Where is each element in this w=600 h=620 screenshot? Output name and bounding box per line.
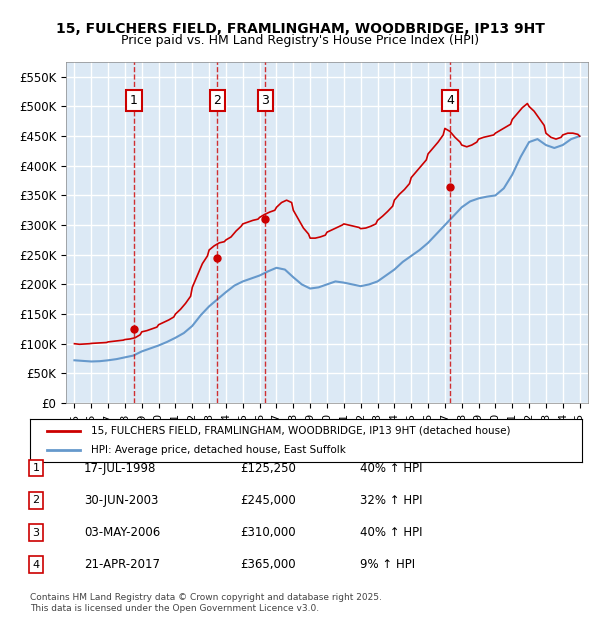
Text: £125,250: £125,250 <box>240 462 296 474</box>
Text: 32% ↑ HPI: 32% ↑ HPI <box>360 494 422 507</box>
Text: 21-APR-2017: 21-APR-2017 <box>84 559 160 571</box>
Text: £310,000: £310,000 <box>240 526 296 539</box>
Text: 1: 1 <box>32 463 40 473</box>
Text: 3: 3 <box>32 528 40 538</box>
Text: Price paid vs. HM Land Registry's House Price Index (HPI): Price paid vs. HM Land Registry's House … <box>121 34 479 47</box>
Text: 3: 3 <box>262 94 269 107</box>
Text: 1: 1 <box>130 94 138 107</box>
Text: 30-JUN-2003: 30-JUN-2003 <box>84 494 158 507</box>
Text: Contains HM Land Registry data © Crown copyright and database right 2025.
This d: Contains HM Land Registry data © Crown c… <box>30 593 382 613</box>
Text: 2: 2 <box>32 495 40 505</box>
Text: 17-JUL-1998: 17-JUL-1998 <box>84 462 157 474</box>
Text: 40% ↑ HPI: 40% ↑ HPI <box>360 462 422 474</box>
Text: 4: 4 <box>32 560 40 570</box>
Text: 2: 2 <box>214 94 221 107</box>
Text: HPI: Average price, detached house, East Suffolk: HPI: Average price, detached house, East… <box>91 445 346 454</box>
Text: 15, FULCHERS FIELD, FRAMLINGHAM, WOODBRIDGE, IP13 9HT (detached house): 15, FULCHERS FIELD, FRAMLINGHAM, WOODBRI… <box>91 426 510 436</box>
Text: 4: 4 <box>446 94 454 107</box>
Text: £365,000: £365,000 <box>240 559 296 571</box>
Text: 03-MAY-2006: 03-MAY-2006 <box>84 526 160 539</box>
Text: 40% ↑ HPI: 40% ↑ HPI <box>360 526 422 539</box>
Text: £245,000: £245,000 <box>240 494 296 507</box>
Text: 15, FULCHERS FIELD, FRAMLINGHAM, WOODBRIDGE, IP13 9HT: 15, FULCHERS FIELD, FRAMLINGHAM, WOODBRI… <box>56 22 544 36</box>
Text: 9% ↑ HPI: 9% ↑ HPI <box>360 559 415 571</box>
